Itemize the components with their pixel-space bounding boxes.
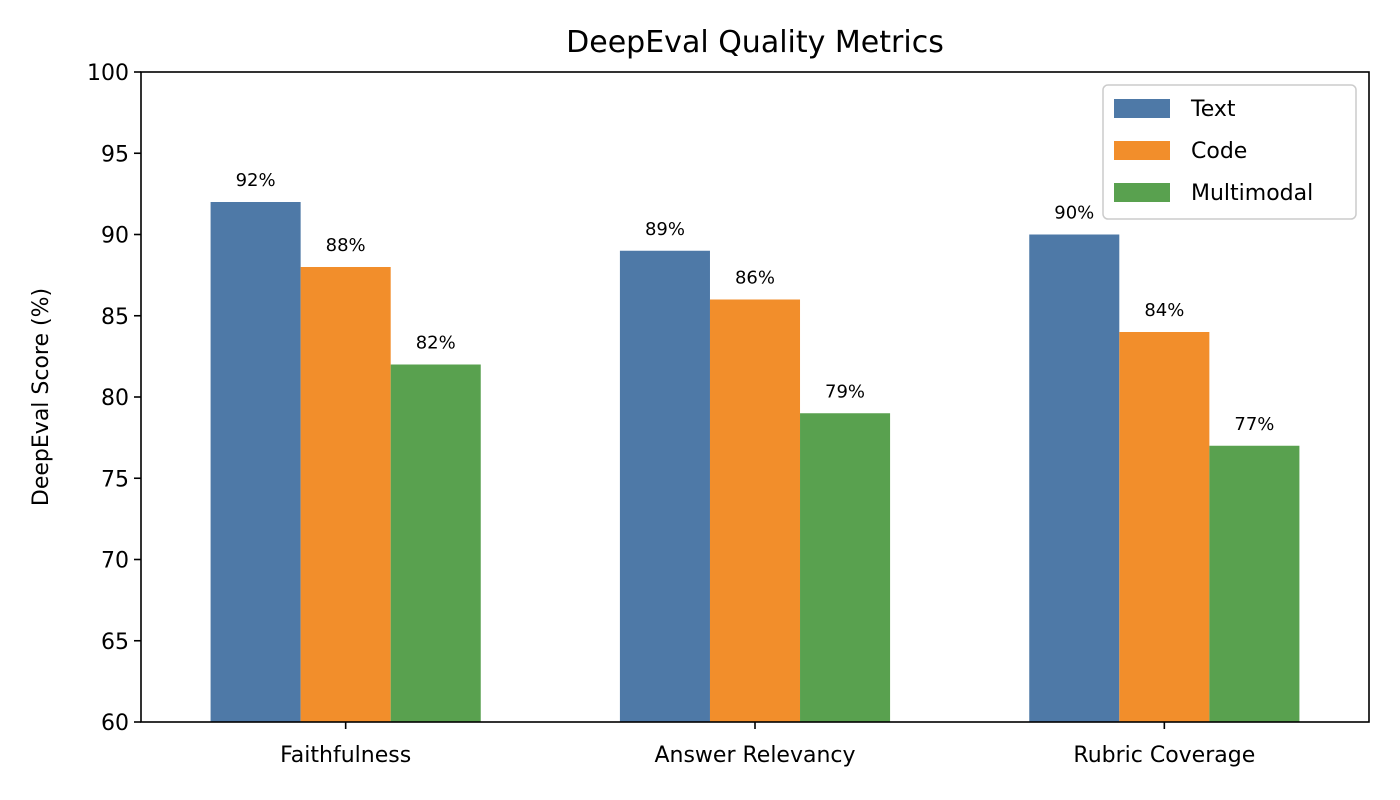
bar-value-label: 84% [1144,300,1184,321]
y-tick-label: 100 [87,61,129,86]
x-axis: Faithfulness Answer Relevancy Rubric Cover… [280,722,1255,768]
bar-text-faithfulness [210,202,301,722]
legend-swatch [1114,183,1170,202]
x-tick-label: Rubric Coverage [1073,743,1255,768]
bar-labels-group: 92% 88% 82% 89% 86% 79% 90% 84% 77% [236,170,1275,435]
bar-value-label: 79% [825,381,865,402]
legend: Text Code Multimodal [1102,84,1357,220]
bar-code-answer-relevancy [709,299,801,722]
bar-multimodal-faithfulness [390,364,481,722]
x-tick-label: Faithfulness [280,743,411,768]
y-tick-label: 90 [101,224,129,249]
y-tick-label: 70 [101,549,129,574]
y-tick-label: 75 [101,467,129,492]
y-tick-label: 85 [101,305,129,330]
bar-value-label: 77% [1234,414,1274,435]
bar-code-rubric-coverage [1119,332,1210,722]
legend-label: Multimodal [1191,181,1313,206]
legend-label: Code [1191,139,1247,164]
bar-value-label: 89% [645,219,685,240]
bar-value-label: 92% [236,170,276,191]
bar-value-label: 86% [735,268,775,289]
y-axis-label: DeepEval Score (%) [29,288,54,506]
y-tick-label: 80 [101,386,129,411]
bar-multimodal-answer-relevancy [800,413,891,722]
legend-label: Text [1190,97,1236,122]
plot-frame [140,71,1370,723]
y-tick-label: 65 [101,630,129,655]
bar-code-faithfulness [300,267,391,722]
chart-title: DeepEval Quality Metrics [566,25,944,60]
bar-value-label: 88% [326,235,366,256]
bar-text-answer-relevancy [619,250,710,722]
legend-swatch [1114,141,1170,160]
legend-swatch [1114,99,1170,118]
bars-group [210,202,1300,722]
y-axis: 60 65 70 75 80 85 90 95 100 [87,61,141,736]
y-tick-label: 60 [101,711,129,736]
bar-multimodal-rubric-coverage [1209,445,1300,722]
bar-value-label: 82% [416,333,456,354]
y-tick-label: 95 [101,142,129,167]
bar-value-label: 90% [1054,203,1094,224]
x-tick-label: Answer Relevancy [654,743,855,768]
bar-text-rubric-coverage [1029,234,1120,722]
